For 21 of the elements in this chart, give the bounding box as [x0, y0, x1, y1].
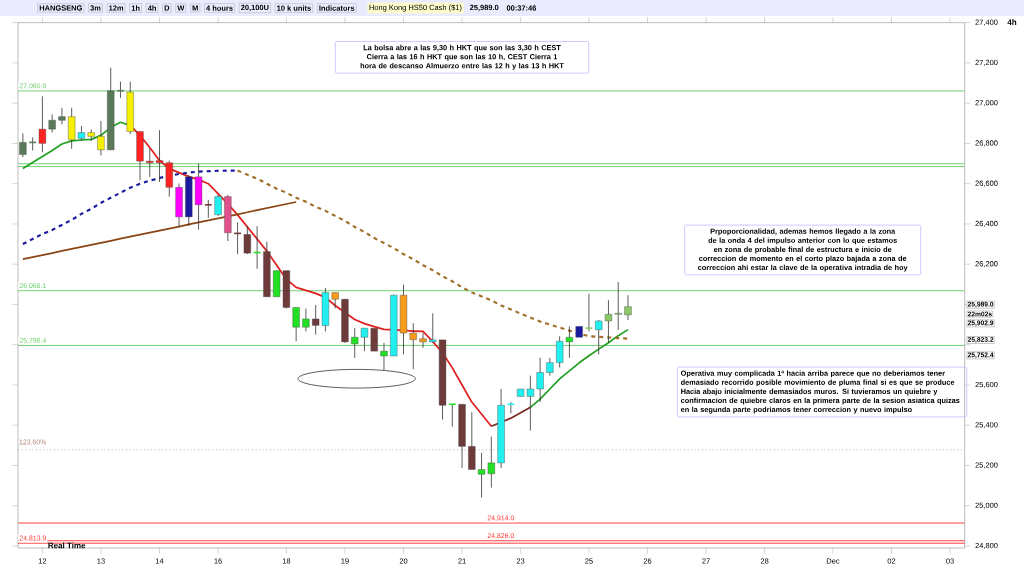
candlestick — [292, 307, 300, 342]
candlestick — [624, 294, 632, 321]
annotation: Real Time — [48, 542, 86, 549]
candlestick — [546, 357, 554, 377]
candlestick — [48, 114, 56, 133]
candlestick — [584, 293, 594, 332]
line-series — [529, 328, 629, 409]
candlestick — [506, 401, 516, 414]
candlestick — [214, 194, 222, 217]
text: 4h — [1007, 19, 1017, 25]
candlestick — [448, 403, 457, 428]
candlestick — [58, 107, 66, 125]
candlestick — [419, 332, 427, 349]
candlestick — [38, 95, 47, 153]
candlestick — [468, 411, 476, 470]
candlestick — [204, 199, 213, 219]
candlestick — [19, 133, 27, 158]
candlestick — [243, 225, 251, 255]
candlestick — [302, 308, 310, 332]
candlestick — [536, 357, 544, 403]
candlestick — [97, 120, 105, 156]
